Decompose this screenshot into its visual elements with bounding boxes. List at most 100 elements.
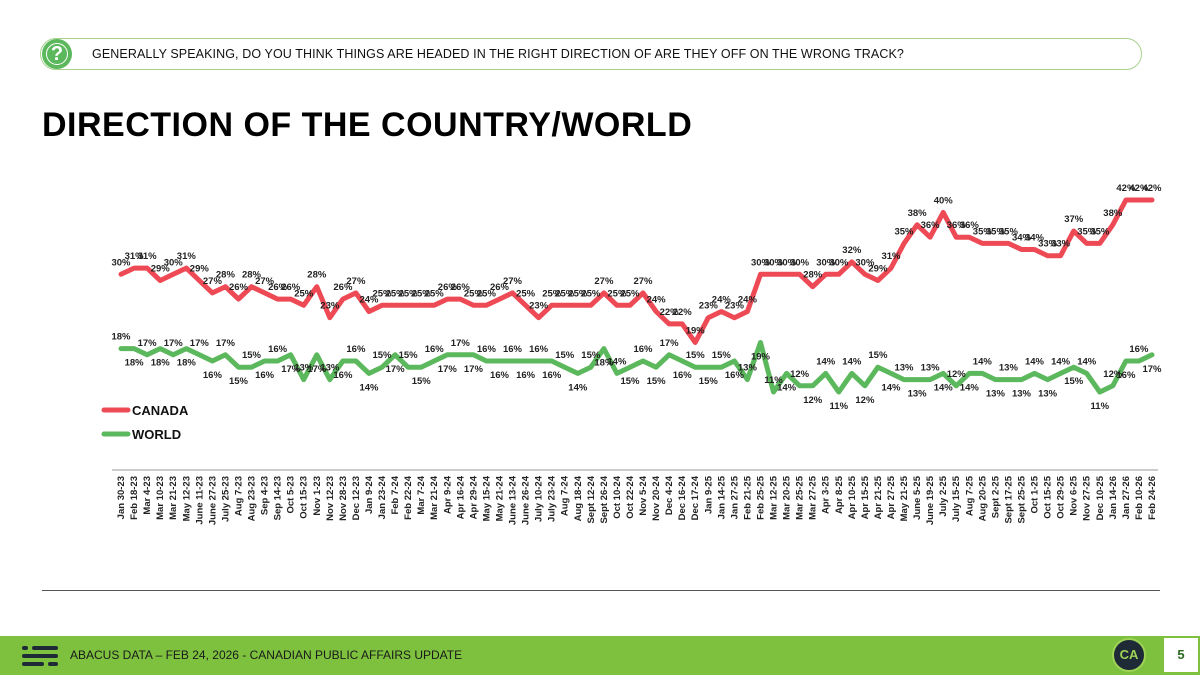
canada-data-label: 27% bbox=[594, 276, 614, 287]
world-data-label: 14% bbox=[816, 356, 836, 367]
world-data-label: 15% bbox=[712, 350, 732, 361]
canada-data-label: 24% bbox=[647, 295, 667, 306]
world-data-label: 14% bbox=[777, 382, 797, 393]
world-data-label: 13% bbox=[894, 363, 914, 374]
x-tick-label: Jan 9-25 bbox=[703, 475, 714, 514]
world-data-label: 13% bbox=[908, 389, 928, 400]
x-tick-label: Oct 1-25 bbox=[1030, 475, 1041, 513]
world-data-label: 13% bbox=[294, 363, 314, 374]
x-tick-label: Jan 14-25 bbox=[716, 475, 727, 519]
world-data-label: 16% bbox=[268, 344, 288, 355]
world-data-label: 15% bbox=[647, 376, 667, 387]
x-tick-label: May 21-25 bbox=[899, 475, 910, 521]
canada-data-label: 27% bbox=[255, 276, 275, 287]
canada-data-label: 26% bbox=[451, 282, 471, 293]
canada-data-label: 33% bbox=[1051, 239, 1071, 250]
x-tick-label: Oct 10-24 bbox=[612, 475, 623, 518]
canada-data-label: 25% bbox=[294, 288, 314, 299]
series-lines bbox=[118, 197, 1155, 395]
x-tick-label: July 10-24 bbox=[534, 475, 545, 522]
world-data-label: 17% bbox=[164, 338, 184, 349]
x-tick-label: Mar 27-25 bbox=[808, 475, 819, 520]
canada-data-label: 35% bbox=[986, 226, 1006, 237]
canada-data-label: 25% bbox=[399, 288, 419, 299]
canada-data-label: 22% bbox=[660, 307, 680, 318]
world-data-label: 13% bbox=[320, 363, 340, 374]
world-data-label: 13% bbox=[999, 363, 1019, 374]
survey-question: GENERALLY SPEAKING, DO YOU THINK THINGS … bbox=[92, 47, 904, 61]
x-tick-label: Oct 5-23 bbox=[286, 476, 297, 514]
canada-data-label: 30% bbox=[829, 257, 849, 268]
world-data-label: 14% bbox=[1077, 356, 1097, 367]
world-data-label: 18% bbox=[125, 358, 145, 369]
world-data-label: 15% bbox=[581, 350, 601, 361]
world-data-label: 16% bbox=[425, 344, 445, 355]
canada-data-label: 36% bbox=[960, 220, 980, 231]
x-tick-label: Feb 22-24 bbox=[403, 475, 414, 520]
canada-data-label: 24% bbox=[359, 295, 379, 306]
canada-data-label: 27% bbox=[346, 276, 366, 287]
canada-data-label: 26% bbox=[229, 282, 249, 293]
x-tick-label: Mar 21-24 bbox=[429, 475, 440, 520]
x-tick-label: Mar 20-25 bbox=[782, 475, 793, 520]
world-data-label: 11% bbox=[1091, 401, 1110, 412]
canada-data-label: 28% bbox=[216, 270, 236, 281]
canada-data-label: 28% bbox=[307, 270, 327, 281]
x-tick-label: Nov 12-23 bbox=[325, 476, 336, 521]
world-data-label: 15% bbox=[1064, 376, 1084, 387]
world-data-label: 15% bbox=[868, 350, 888, 361]
x-tick-label: July 15-25 bbox=[951, 475, 962, 522]
x-tick-label: Dec 4-24 bbox=[664, 475, 675, 515]
canada-data-label: 25% bbox=[464, 288, 484, 299]
x-tick-label: Nov 1-23 bbox=[312, 476, 323, 516]
world-data-label: 14% bbox=[359, 382, 379, 393]
world-data-label: 18% bbox=[177, 358, 197, 369]
x-tick-label: Aug 23-23 bbox=[247, 476, 258, 521]
canada-data-label: 25% bbox=[516, 288, 536, 299]
x-tick-label: Mar 21-23 bbox=[168, 476, 179, 520]
x-tick-label: June 5-25 bbox=[912, 475, 923, 520]
world-data-label: 12% bbox=[855, 395, 875, 406]
world-data-label: 18% bbox=[151, 358, 171, 369]
world-data-label: 14% bbox=[568, 382, 588, 393]
x-tick-label: Nov 28-23 bbox=[338, 476, 349, 521]
x-tick-label: Apr 10-25 bbox=[847, 475, 858, 519]
canada-data-label: 24% bbox=[712, 295, 732, 306]
canada-data-label: 34% bbox=[1012, 233, 1032, 244]
canada-data-label: 26% bbox=[281, 282, 301, 293]
x-tick-label: Feb 7-24 bbox=[390, 475, 401, 514]
world-data-label: 17% bbox=[281, 364, 301, 375]
world-data-label: 15% bbox=[686, 350, 706, 361]
x-tick-label: Mar 7-24 bbox=[416, 475, 427, 514]
world-data-label: 15% bbox=[412, 376, 432, 387]
canada-data-label: 26% bbox=[490, 282, 510, 293]
world-data-label: 15% bbox=[555, 350, 575, 361]
world-data-label: 15% bbox=[620, 376, 640, 387]
world-data-label: 16% bbox=[529, 344, 549, 355]
canada-data-label: 30% bbox=[777, 257, 797, 268]
x-tick-label: Apr 3-25 bbox=[821, 475, 832, 514]
world-data-label: 13% bbox=[1012, 389, 1032, 400]
world-data-label: 13% bbox=[921, 363, 941, 374]
world-data-label: 12% bbox=[947, 369, 967, 380]
world-data-label: 18% bbox=[594, 358, 614, 369]
world-data-label: 16% bbox=[1129, 344, 1149, 355]
x-tick-label: June 27-23 bbox=[207, 476, 218, 525]
x-tick-label: July 23-24 bbox=[547, 475, 558, 522]
canada-data-label: 42% bbox=[1129, 183, 1149, 194]
canada-data-label: 30% bbox=[816, 257, 836, 268]
x-tick-label: Feb 21-25 bbox=[742, 475, 753, 520]
x-tick-label: Apr 15-25 bbox=[860, 475, 871, 519]
world-data-label: 16% bbox=[1116, 370, 1136, 381]
x-tick-label: Aug 18-24 bbox=[573, 475, 584, 521]
canada-data-label: 30% bbox=[855, 257, 875, 268]
world-data-label: 16% bbox=[477, 344, 497, 355]
ca-badge: CA bbox=[1112, 638, 1146, 672]
world-data-label: 16% bbox=[503, 344, 523, 355]
world-data-label: 13% bbox=[1038, 389, 1058, 400]
world-data-label: 14% bbox=[607, 356, 627, 367]
x-tick-label: Mar 12-25 bbox=[769, 475, 780, 520]
page-number: 5 bbox=[1164, 638, 1198, 672]
x-tick-label: Dec 17-24 bbox=[690, 475, 701, 520]
